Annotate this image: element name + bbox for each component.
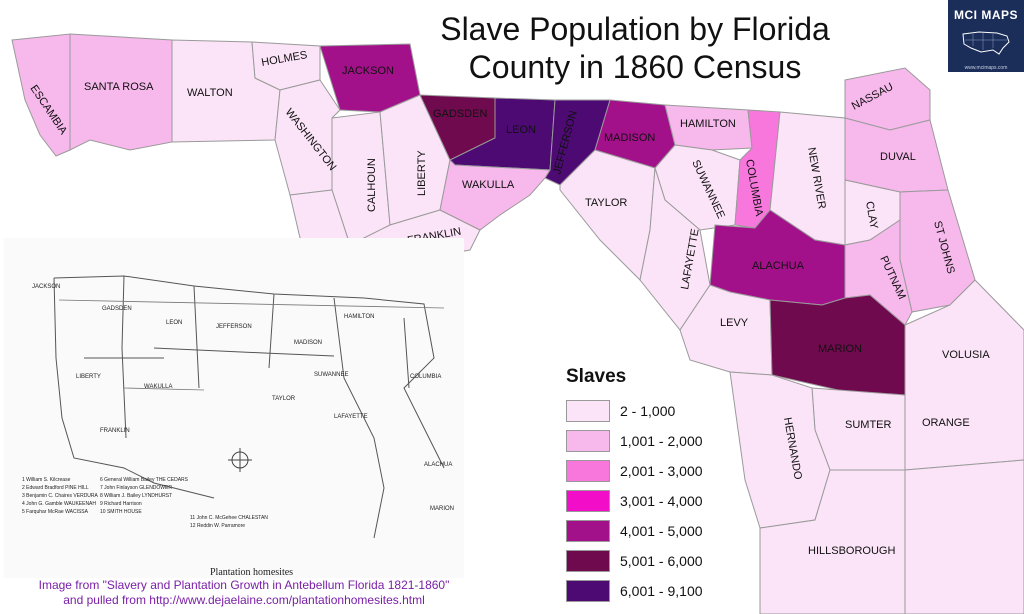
inset-label-liberty: LIBERTY [76, 374, 101, 380]
label-clay: CLAY [863, 200, 880, 230]
county-wakulla[interactable] [439, 158, 551, 231]
logo-text: MCI MAPS [954, 8, 1018, 22]
inset-caption: Plantation homesites [210, 567, 294, 578]
label-walton: WALTON [187, 87, 233, 99]
county-hillsborough[interactable] [759, 469, 906, 614]
credit-line-1: Image from "Slavery and Plantation Growt… [38, 578, 450, 592]
legend-swatch [566, 490, 610, 512]
map-title: Slave Population by Florida County in 18… [390, 10, 880, 86]
label-leon: LEON [506, 124, 536, 136]
legend-rows: 2 - 1,000 1,001 - 2,000 2,001 - 3,000 3,001… [558, 396, 718, 606]
inset-label-lafayette: LAFAYETTE [334, 414, 368, 420]
legend-label: 3,001 - 4,000 [620, 493, 703, 509]
inset-label-hamilton: HAMILTON [344, 314, 374, 320]
legend: Slaves 2 - 1,000 1,001 - 2,000 2,001 - 3,0… [558, 366, 718, 606]
label-santa-rosa: SANTA ROSA [84, 81, 154, 93]
label-volusia: VOLUSIA [942, 349, 990, 361]
inset-label-gadsden: GADSDEN [102, 306, 132, 312]
inset-label-columbia: COLUMBIA [410, 374, 441, 380]
label-jackson: JACKSON [342, 65, 394, 77]
inset-label-wakulla: WAKULLA [144, 384, 172, 390]
label-marion: MARION [818, 343, 862, 355]
inset-label-alachua: ALACHUA [424, 462, 452, 468]
legend-item: 5,001 - 6,000 [558, 546, 718, 576]
legend-swatch [566, 430, 610, 452]
usa-map-icon [962, 31, 1010, 55]
legend-item: 2 - 1,000 [558, 396, 718, 426]
label-duval: DUVAL [880, 151, 916, 163]
inset-key-middle: 6 General William Bailey THE CEDARS 7 Jo… [100, 476, 190, 516]
legend-item: 1,001 - 2,000 [558, 426, 718, 456]
plantation-inset-map: JACKSON GADSDEN LEON JEFFERSON MADISON H… [4, 238, 464, 578]
label-taylor: TAYLOR [585, 197, 627, 209]
inset-label-jefferson: JEFFERSON [216, 324, 252, 330]
key-item: 4 John G. Gamble WAUKEENAH [22, 501, 97, 507]
legend-item: 6,001 - 9,100 [558, 576, 718, 606]
key-item: 2 Edward Bradford PINE HILL [22, 485, 89, 491]
label-calhoun: CALHOUN [366, 158, 378, 212]
key-item: 1 William S. Kilcrease [22, 477, 71, 483]
legend-label: 5,001 - 6,000 [620, 553, 703, 569]
inset-label-suwannee: SUWANNEE [314, 372, 348, 378]
legend-item: 4,001 - 5,000 [558, 516, 718, 546]
label-hillsborough: HILLSBOROUGH [808, 545, 895, 557]
legend-label: 4,001 - 5,000 [620, 523, 703, 539]
inset-label-franklin: FRANKLIN [100, 428, 130, 434]
inset-key-right: 11 John C. McGehee CHALESTAN 12 Reddin W… [190, 514, 280, 530]
county-hamilton[interactable] [664, 104, 753, 151]
mci-maps-logo[interactable]: MCI MAPS www.mcimaps.com [948, 0, 1024, 72]
legend-swatch [566, 460, 610, 482]
legend-item: 2,001 - 3,000 [558, 456, 718, 486]
key-item: 9 Richard Harrison [100, 501, 142, 507]
key-item: 8 William J. Bailey LYNDHURST [100, 493, 173, 499]
inset-label-madison: MADISON [294, 340, 322, 346]
inset-label-jackson: JACKSON [32, 284, 60, 290]
map-title-line-2: County in 1860 Census [468, 49, 802, 85]
legend-label: 1,001 - 2,000 [620, 433, 703, 449]
legend-swatch [566, 550, 610, 572]
legend-swatch [566, 580, 610, 602]
inset-drawing: JACKSON GADSDEN LEON JEFFERSON MADISON H… [32, 275, 454, 539]
label-madison: MADISON [604, 132, 655, 144]
legend-label: 2,001 - 3,000 [620, 463, 703, 479]
inset-label-taylor: TAYLOR [272, 396, 296, 402]
legend-title: Slaves [566, 366, 627, 387]
label-levy: LEVY [720, 317, 749, 329]
label-wakulla: WAKULLA [462, 179, 515, 191]
legend-label: 2 - 1,000 [620, 403, 676, 419]
county-orange[interactable] [904, 459, 1024, 614]
label-sumter: SUMTER [845, 419, 892, 431]
image-credit: Image from "Slavery and Plantation Growt… [14, 578, 474, 608]
inset-key-left: 1 William S. Kilcrease 2 Edward Bradford… [22, 476, 102, 516]
logo-url: www.mcimaps.com [964, 65, 1008, 71]
map-title-line-1: Slave Population by Florida [440, 11, 830, 47]
label-liberty: LIBERTY [416, 150, 428, 196]
legend-item: 3,001 - 4,000 [558, 486, 718, 516]
key-item: 5 Farquhar McRae WACISSA [22, 509, 88, 515]
key-item: 11 John C. McGehee CHALESTAN [190, 515, 268, 521]
key-item: 3 Benjamin C. Chaires VERDURA [22, 493, 98, 499]
key-item: 6 General William Bailey THE CEDARS [100, 477, 188, 483]
label-alachua: ALACHUA [752, 260, 805, 272]
legend-label: 6,001 - 9,100 [620, 583, 703, 599]
inset-label-marion: MARION [430, 506, 454, 512]
label-gadsden: GADSDEN [433, 108, 487, 120]
label-orange: ORANGE [922, 417, 970, 429]
legend-swatch [566, 520, 610, 542]
legend-swatch [566, 400, 610, 422]
key-item: 7 John Finlayson GLENDOWER [100, 485, 172, 491]
credit-line-2: and pulled from http://www.dejaelaine.co… [63, 593, 425, 607]
label-hamilton: HAMILTON [680, 118, 736, 130]
key-item: 10 SMITH HOUSE [100, 509, 142, 515]
key-item: 12 Reddin W. Parramore [190, 523, 246, 529]
inset-label-leon: LEON [166, 320, 182, 326]
